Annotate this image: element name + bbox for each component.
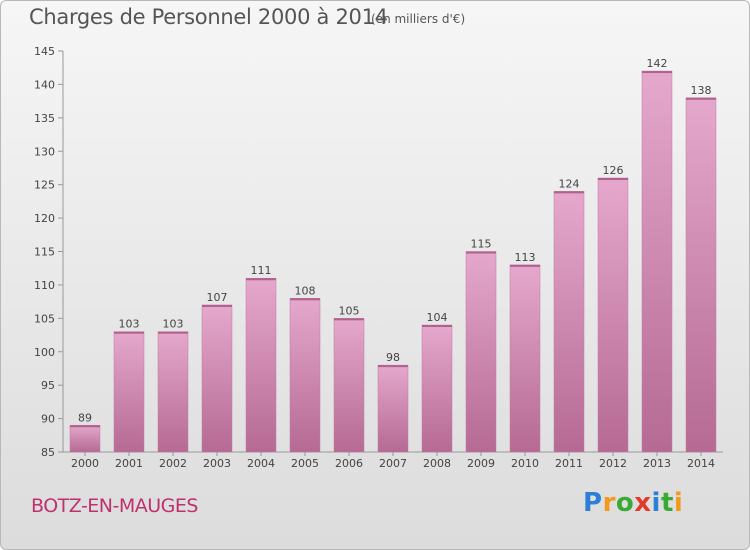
logo-letter: t	[660, 488, 674, 518]
logo-letter: o	[615, 488, 635, 518]
bar	[245, 277, 277, 453]
y-tick-label: 95	[41, 379, 55, 392]
chart-subtitle: (en milliers d'€)	[371, 12, 466, 26]
x-tick-label: 2012	[599, 457, 627, 470]
x-tick-label: 2014	[687, 457, 715, 470]
bar-top-edge	[466, 251, 496, 254]
bar-top-edge	[202, 304, 232, 307]
x-tick-label: 2002	[159, 457, 187, 470]
y-tick-label: 105	[34, 312, 55, 325]
bar-value-label: 107	[207, 291, 228, 304]
y-tick-label: 115	[34, 246, 55, 259]
logo-letter: r	[602, 488, 616, 518]
bar-top-edge	[158, 331, 188, 334]
bar-value-label: 108	[295, 284, 316, 297]
x-tick-label: 2005	[291, 457, 319, 470]
bar-top-edge	[510, 264, 540, 267]
x-tick-label: 2003	[203, 457, 231, 470]
bar-top-edge	[334, 318, 364, 321]
y-tick-label: 135	[34, 112, 55, 125]
bar-value-label: 124	[559, 177, 580, 190]
bar	[333, 318, 365, 453]
logo-letter: i	[651, 488, 661, 518]
bar-top-edge	[378, 365, 408, 368]
y-tick-label: 125	[34, 179, 55, 192]
bar	[113, 331, 145, 453]
x-tick-label: 2010	[511, 457, 539, 470]
bar	[157, 331, 189, 453]
bar-top-edge	[598, 177, 628, 180]
bar	[201, 304, 233, 453]
bar-top-edge	[290, 298, 320, 301]
bar-value-label: 103	[119, 318, 140, 331]
bar-value-label: 115	[471, 238, 492, 251]
bar-value-label: 89	[78, 411, 92, 424]
bar-top-edge	[246, 278, 276, 281]
y-tick-label: 110	[34, 279, 55, 292]
bar	[685, 97, 717, 453]
y-tick-label: 120	[34, 212, 55, 225]
logo-letter: x	[634, 488, 652, 518]
x-tick-label: 2008	[423, 457, 451, 470]
x-tick-label: 2009	[467, 457, 495, 470]
bar	[597, 177, 629, 453]
x-tick-label: 2000	[71, 457, 99, 470]
x-tick-label: 2007	[379, 457, 407, 470]
x-tick-label: 2006	[335, 457, 363, 470]
x-tick-label: 2004	[247, 457, 275, 470]
bar-top-edge	[642, 71, 672, 74]
y-tick-label: 145	[34, 45, 55, 58]
y-tick-label: 140	[34, 78, 55, 91]
bar-value-label: 142	[647, 57, 668, 70]
bar-value-label: 104	[427, 311, 448, 324]
y-tick-label: 85	[41, 446, 55, 459]
bar-top-edge	[686, 97, 716, 100]
bar-value-label: 138	[691, 84, 712, 97]
bar	[69, 425, 101, 453]
y-tick-label: 100	[34, 346, 55, 359]
bar	[377, 364, 409, 453]
bar-value-label: 103	[163, 318, 184, 331]
bar	[509, 264, 541, 453]
bar-top-edge	[554, 191, 584, 194]
bar-value-label: 126	[603, 164, 624, 177]
bar-value-label: 98	[386, 351, 400, 364]
proxiti-logo: Proxiti	[583, 488, 683, 518]
bar-top-edge	[422, 325, 452, 328]
bar	[421, 324, 453, 453]
logo-letter: i	[673, 488, 684, 518]
bar-value-label: 105	[339, 304, 360, 317]
x-tick-label: 2001	[115, 457, 143, 470]
x-tick-label: 2013	[643, 457, 671, 470]
commune-name: BOTZ-EN-MAUGES	[31, 495, 198, 517]
bar	[289, 298, 321, 453]
bar	[553, 191, 585, 453]
bar	[465, 251, 497, 453]
x-tick-label: 2011	[555, 457, 583, 470]
bar-top-edge	[114, 331, 144, 334]
bar	[641, 70, 673, 453]
bar-top-edge	[70, 425, 100, 428]
chart-title: Charges de Personnel 2000 à 2014	[29, 5, 388, 29]
bar-value-label: 111	[251, 264, 272, 277]
y-tick-label: 90	[41, 413, 55, 426]
y-tick-label: 130	[34, 145, 55, 158]
bar-value-label: 113	[515, 251, 536, 264]
logo-letter: P	[583, 488, 603, 518]
